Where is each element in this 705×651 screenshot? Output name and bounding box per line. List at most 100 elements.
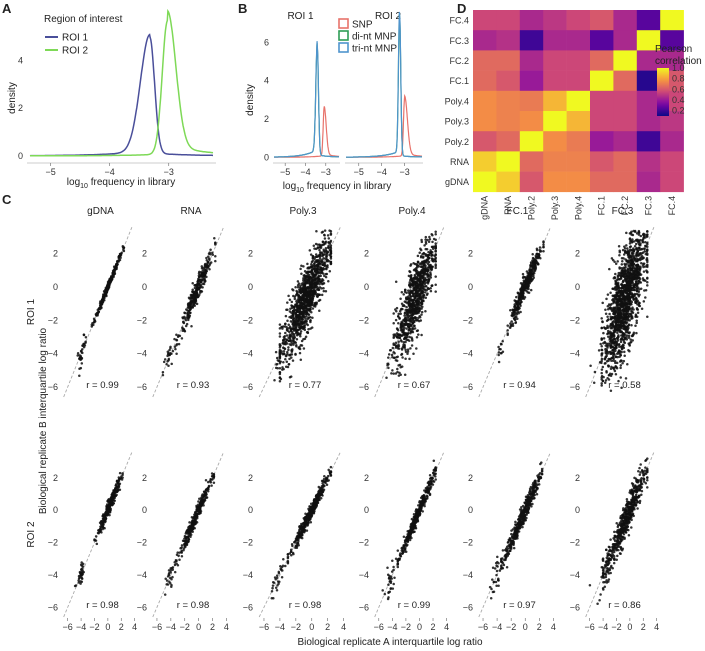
scatter-point [92, 317, 96, 321]
scatter-point [410, 344, 414, 347]
scatter-point [322, 249, 326, 253]
heatmap-cell [473, 90, 497, 112]
scatter-point [300, 299, 304, 302]
scatter-point [311, 274, 315, 277]
panel-a-y-tick-label: 2 [18, 103, 23, 113]
scatter-point [397, 344, 401, 348]
scatter-point [305, 271, 308, 275]
scatter-point [434, 283, 437, 287]
scatter-point [329, 239, 333, 243]
scatter-point [637, 239, 640, 243]
scatter-point [329, 250, 333, 253]
y-tick-label: −4 [137, 349, 147, 359]
scatter-point [426, 287, 430, 290]
scatter-point [613, 312, 617, 315]
x-tick-label: −6 [63, 622, 73, 632]
scatter-point [308, 249, 312, 252]
heatmap-legend-tick-label: 0.8 [672, 74, 685, 84]
scatter-point [209, 248, 212, 251]
scatter-point [311, 259, 315, 263]
scatter-point [191, 290, 195, 294]
scatter-point [293, 340, 297, 344]
scatter-point [295, 303, 299, 306]
scatter-point [276, 359, 280, 362]
scatter-point [392, 335, 396, 338]
scatter-point [318, 257, 322, 260]
scatter-point [288, 298, 292, 302]
y-tick-label: 0 [53, 282, 58, 292]
scatter-point [423, 282, 427, 286]
scatter-point [324, 249, 328, 252]
scatter-point [281, 327, 284, 330]
y-tick-label: 2 [53, 249, 58, 259]
scatter-point [434, 275, 437, 278]
scatter-point [429, 289, 433, 293]
scatter-point [311, 307, 315, 310]
heatmap-cell [543, 50, 567, 71]
scatter-point [643, 247, 646, 250]
scatter-point [399, 297, 402, 300]
scatter-point [625, 260, 628, 263]
scatter-point [621, 286, 625, 289]
scatter-point [600, 368, 604, 371]
scatter-point [401, 345, 405, 348]
scatter-point [608, 312, 611, 316]
scatter-point [635, 306, 639, 310]
scatter-point [325, 252, 329, 255]
scatter-point [521, 290, 525, 294]
scatter-point [646, 245, 649, 249]
scatter-point [600, 348, 604, 352]
scatter-point [303, 337, 307, 340]
scatter-point [430, 284, 433, 287]
scatter-point [646, 271, 649, 274]
scatter-point [322, 286, 325, 290]
scatter-point [303, 291, 307, 294]
scatter-point [418, 283, 421, 286]
scatter-point [297, 282, 301, 285]
heatmap-cell [613, 30, 638, 51]
scatter-point [186, 306, 190, 309]
scatter-point [281, 352, 285, 356]
scatter-point [610, 307, 613, 310]
scatter-point [404, 348, 407, 352]
scatter-point [513, 313, 516, 317]
scatter-point [614, 262, 618, 266]
correlation-label: r = 0.98 [86, 600, 118, 611]
scatter-point [387, 353, 391, 356]
scatter-point [434, 230, 437, 234]
scatter-points [161, 236, 217, 377]
scatter-point [109, 280, 112, 284]
scatter-point [200, 265, 204, 268]
scatter-point [631, 259, 634, 263]
scatter-point [646, 263, 649, 267]
scatter-point [537, 263, 540, 266]
scatter-point [429, 287, 432, 290]
scatter-point [414, 284, 418, 287]
scatter-point [300, 344, 304, 347]
y-tick-label: −2 [48, 538, 58, 548]
scatter-point [278, 357, 282, 360]
heatmap-column-label: FC.2 [620, 196, 630, 216]
scatter-point [288, 333, 292, 337]
scatter-point [78, 367, 81, 370]
scatter-point [621, 248, 625, 252]
scatter-point [511, 314, 514, 317]
y-tick-label: −2 [570, 315, 580, 325]
scatter-point [617, 328, 621, 331]
scatter-point [317, 272, 320, 275]
scatter-point [608, 344, 612, 347]
x-tick-label: −4 [166, 622, 176, 632]
scatter-point [303, 328, 307, 332]
scatter-point [392, 312, 395, 315]
scatter-point [314, 273, 318, 276]
scatter-point [425, 253, 428, 256]
scatter-point [182, 328, 186, 331]
scatter-point [633, 294, 636, 298]
scatter-point [519, 310, 522, 314]
scatter-point [313, 303, 317, 306]
scatter-point [288, 310, 292, 313]
scatter-point [214, 254, 217, 258]
scatter-point [313, 262, 316, 266]
scatter-point [309, 319, 312, 323]
